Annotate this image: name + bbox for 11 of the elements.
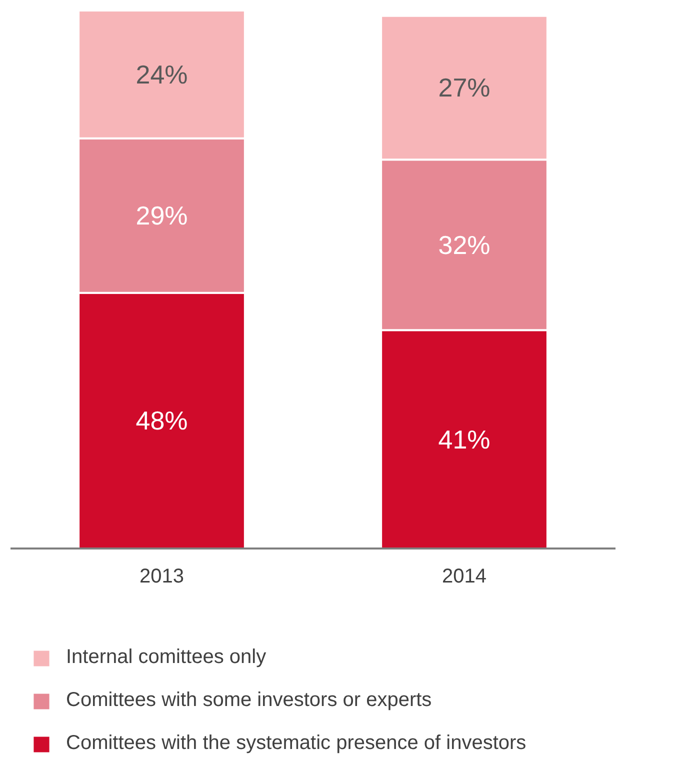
legend-label: Internal comittees only [66, 646, 266, 669]
data-label: 24% [136, 59, 188, 90]
legend-label: Comittees with the systematic presence of investors [66, 732, 526, 755]
data-label: 32% [438, 230, 490, 260]
x-tick-label: 2013 [140, 566, 184, 588]
data-label: 41% [438, 424, 490, 454]
x-tick-label: 2014 [442, 566, 487, 588]
data-label: 48% [136, 406, 188, 436]
data-label: 27% [438, 72, 490, 103]
legend-label: Comittees with some investors or experts [66, 689, 432, 712]
data-label: 29% [136, 200, 188, 231]
